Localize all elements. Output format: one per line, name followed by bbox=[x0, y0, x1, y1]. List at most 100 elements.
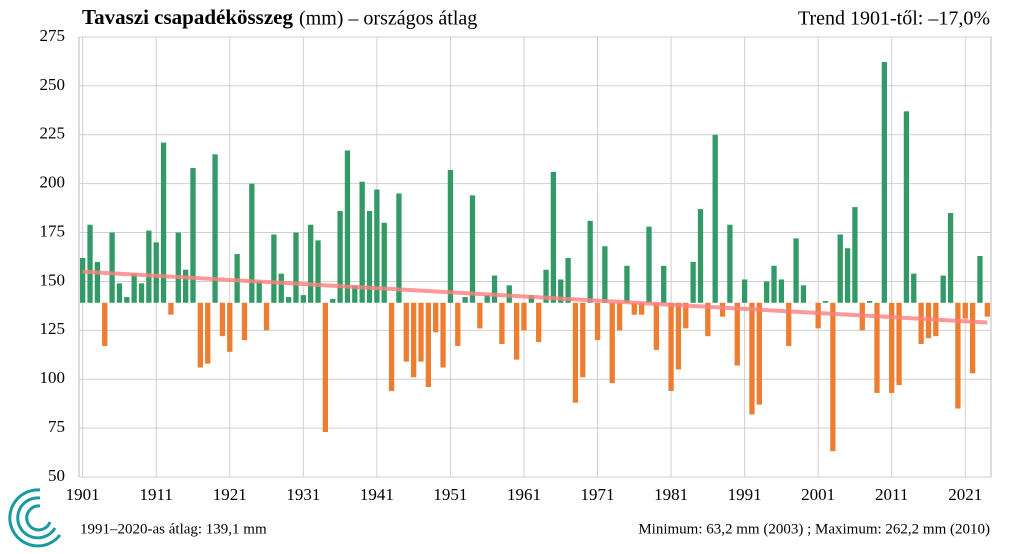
bar bbox=[286, 297, 291, 303]
bar bbox=[433, 303, 438, 333]
bar bbox=[911, 274, 916, 303]
bar bbox=[87, 225, 92, 303]
bar bbox=[109, 233, 114, 303]
x-tick-label: 1921 bbox=[213, 485, 247, 504]
bar bbox=[749, 303, 754, 415]
chart-subtitle: (mm) – országos átlag bbox=[299, 8, 477, 30]
bar bbox=[757, 303, 762, 405]
y-tick-label: 175 bbox=[40, 221, 66, 240]
y-tick-label: 50 bbox=[48, 466, 65, 485]
y-tick-label: 200 bbox=[40, 173, 66, 192]
bar bbox=[161, 143, 166, 303]
x-tick-label: 2021 bbox=[948, 485, 982, 504]
bar bbox=[205, 303, 210, 364]
bar bbox=[565, 258, 570, 303]
bar bbox=[514, 303, 519, 360]
bar bbox=[690, 262, 695, 303]
bar bbox=[963, 303, 968, 319]
bar bbox=[396, 193, 401, 302]
bar bbox=[845, 248, 850, 303]
bar bbox=[308, 225, 313, 303]
bar bbox=[301, 295, 306, 303]
x-tick-label: 1911 bbox=[140, 485, 173, 504]
trend-line bbox=[83, 272, 988, 323]
bar bbox=[536, 303, 541, 342]
bar bbox=[418, 303, 423, 362]
bar bbox=[624, 266, 629, 303]
bar bbox=[918, 303, 923, 344]
bar bbox=[742, 279, 747, 302]
bar bbox=[117, 283, 122, 302]
bar bbox=[102, 303, 107, 346]
bar bbox=[382, 223, 387, 303]
bar bbox=[852, 207, 857, 303]
bar bbox=[823, 301, 828, 303]
x-tick-label: 1991 bbox=[728, 485, 762, 504]
bar bbox=[462, 297, 467, 303]
bar bbox=[617, 303, 622, 331]
y-tick-label: 100 bbox=[40, 368, 66, 387]
bar bbox=[227, 303, 232, 352]
x-tick-label: 1941 bbox=[360, 485, 394, 504]
bar bbox=[492, 276, 497, 303]
bar bbox=[124, 297, 129, 303]
bar bbox=[867, 301, 872, 303]
bar bbox=[580, 303, 585, 378]
bar bbox=[830, 303, 835, 451]
y-tick-label: 150 bbox=[40, 270, 66, 289]
bar bbox=[360, 182, 365, 303]
bar bbox=[154, 242, 159, 302]
y-tick-label: 225 bbox=[40, 124, 66, 143]
bar bbox=[80, 258, 85, 303]
bar bbox=[411, 303, 416, 378]
bar bbox=[257, 281, 262, 302]
bar bbox=[198, 303, 203, 368]
bar bbox=[970, 303, 975, 374]
x-tick-label: 1981 bbox=[654, 485, 688, 504]
bar bbox=[764, 281, 769, 302]
bar bbox=[345, 150, 350, 302]
bar bbox=[977, 256, 982, 303]
bar bbox=[610, 303, 615, 383]
bar bbox=[661, 266, 666, 303]
bar bbox=[727, 225, 732, 303]
bar bbox=[948, 213, 953, 303]
average-note: 1991–2020-as átlag: 139,1 mm bbox=[80, 521, 267, 537]
bar bbox=[985, 303, 990, 317]
bar bbox=[676, 303, 681, 370]
bar bbox=[786, 303, 791, 346]
bar bbox=[448, 170, 453, 303]
x-tick-label: 1951 bbox=[433, 485, 467, 504]
y-tick-label: 275 bbox=[40, 26, 66, 45]
trend-label: Trend 1901-től: –17,0% bbox=[798, 8, 990, 30]
bar bbox=[249, 184, 254, 303]
bar bbox=[779, 279, 784, 302]
bar bbox=[374, 190, 379, 303]
bar bbox=[337, 211, 342, 303]
x-tick-label: 1901 bbox=[66, 485, 100, 504]
x-tick-label: 1961 bbox=[507, 485, 541, 504]
x-tick-label: 2001 bbox=[801, 485, 835, 504]
bar bbox=[735, 303, 740, 366]
x-tick-label: 1971 bbox=[581, 485, 615, 504]
bar bbox=[271, 235, 276, 303]
bar bbox=[139, 283, 144, 302]
bar bbox=[220, 303, 225, 336]
x-tick-label: 1931 bbox=[286, 485, 320, 504]
bar bbox=[771, 266, 776, 303]
y-tick-label: 250 bbox=[40, 75, 66, 94]
bar bbox=[816, 303, 821, 329]
bar bbox=[264, 303, 269, 331]
chart-title: Tavaszi csapadékösszeg bbox=[82, 5, 293, 29]
bar bbox=[293, 233, 298, 303]
bar bbox=[95, 262, 100, 303]
bar bbox=[440, 303, 445, 368]
bar bbox=[882, 62, 887, 303]
bar bbox=[499, 303, 504, 344]
bar bbox=[838, 235, 843, 303]
bar bbox=[801, 285, 806, 302]
bar bbox=[793, 238, 798, 302]
bar bbox=[455, 303, 460, 346]
bar bbox=[551, 172, 556, 303]
